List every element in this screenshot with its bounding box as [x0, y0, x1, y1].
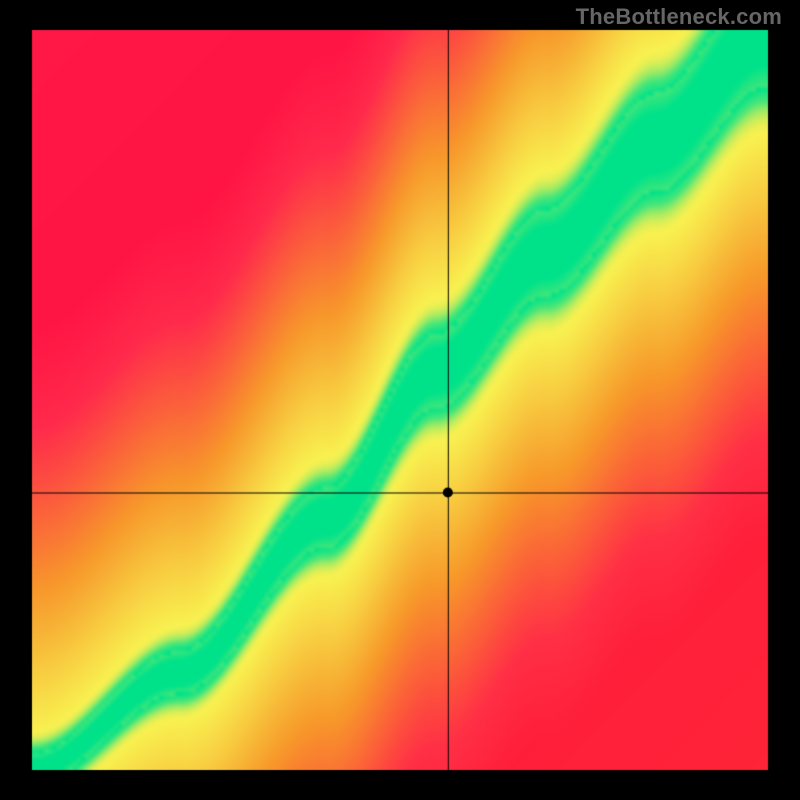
chart-container: TheBottleneck.com: [0, 0, 800, 800]
bottleneck-heatmap: [0, 0, 800, 800]
watermark-text: TheBottleneck.com: [576, 4, 782, 30]
